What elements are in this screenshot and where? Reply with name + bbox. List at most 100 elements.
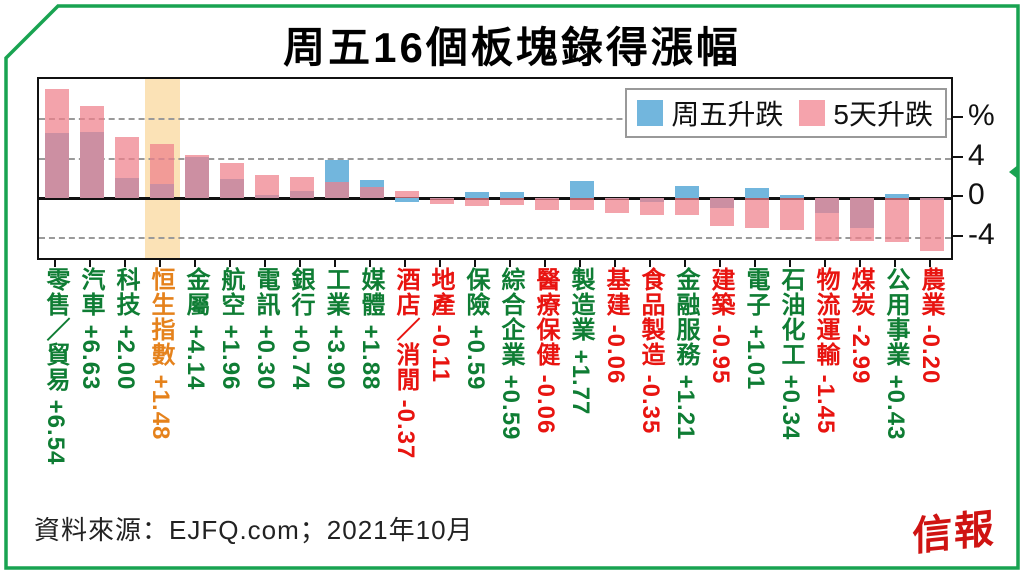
category-label: 建築 -0.95 xyxy=(707,267,734,385)
category-label: 酒店／消閒 -0.37 xyxy=(392,267,419,460)
x-axis-tick xyxy=(614,260,616,267)
category-label: 醫療保健 -0.06 xyxy=(532,267,559,435)
category-label: 金屬 +4.14 xyxy=(182,267,209,391)
x-axis-tick xyxy=(754,260,756,267)
bar-5day-汽車 xyxy=(80,105,104,199)
category-label: 銀行 +0.74 xyxy=(287,267,314,391)
x-axis-tick xyxy=(509,260,511,267)
x-axis-tick xyxy=(229,260,231,267)
category-label: 媒體 +1.88 xyxy=(357,267,384,391)
bar-5day-基建 xyxy=(605,198,629,214)
bar-5day-零售／貿易 xyxy=(45,88,69,199)
y-axis-label: -4 xyxy=(968,218,995,252)
bar-5day-銀行 xyxy=(290,177,314,199)
x-axis-tick xyxy=(894,260,896,267)
bar-5day-金屬 xyxy=(185,154,209,199)
category-label: 基建 -0.06 xyxy=(602,267,629,385)
bar-5day-酒店／消閒 xyxy=(395,190,419,199)
y-axis-label: % xyxy=(968,98,995,132)
chart-title: 周五16個板塊錄得漲幅 xyxy=(283,24,741,71)
x-axis-tick xyxy=(194,260,196,267)
category-label: 零售／貿易 +6.54 xyxy=(42,267,69,466)
x-axis-tick xyxy=(89,260,91,267)
category-label: 食品製造 -0.35 xyxy=(637,267,664,435)
friday-series-swatch-icon xyxy=(637,100,664,126)
x-axis-tick xyxy=(649,260,651,267)
bar-5day-恒生指數 xyxy=(150,143,174,199)
bar-5day-醫療保健 xyxy=(535,198,559,211)
x-axis-tick xyxy=(859,260,861,267)
x-axis-tick xyxy=(404,260,406,267)
x-axis-tick xyxy=(719,260,721,267)
bar-5day-航空 xyxy=(220,162,244,199)
bar-friday-製造業 xyxy=(570,180,594,199)
bar-friday-酒店／消閒 xyxy=(395,198,419,202)
bar-5day-煤炭 xyxy=(850,198,874,242)
y-axis-tick xyxy=(952,115,963,118)
category-label: 物流運輸 -1.45 xyxy=(812,267,839,435)
x-axis-tick xyxy=(334,260,336,267)
x-axis-tick xyxy=(439,260,441,267)
x-axis-tick xyxy=(124,260,126,267)
x-axis-tick xyxy=(684,260,686,267)
bar-5day-物流運輸 xyxy=(815,198,839,242)
bar-friday-電子 xyxy=(745,188,769,199)
bar-5day-石油化工 xyxy=(780,198,804,231)
category-label: 金融服務 +1.21 xyxy=(672,267,699,441)
bar-5day-綜合企業 xyxy=(500,198,524,206)
category-label: 製造業 +1.77 xyxy=(567,267,594,416)
plot-area: 周五升跌 5天升跌 xyxy=(37,77,953,260)
bar-5day-公用事業 xyxy=(885,198,909,243)
y-axis-tick xyxy=(952,235,963,238)
bar-5day-地產 xyxy=(430,198,454,204)
y-axis-tick xyxy=(952,195,963,198)
category-label: 恒生指數 +1.48 xyxy=(147,267,174,441)
y-axis-tick xyxy=(952,155,963,158)
category-label: 科技 +2.00 xyxy=(112,267,139,391)
bar-5day-工業 xyxy=(325,182,349,199)
frame-notch-arrow xyxy=(1009,165,1018,179)
bar-5day-保險 xyxy=(465,198,489,207)
category-label: 工業 +3.90 xyxy=(322,267,349,391)
x-axis-tick xyxy=(824,260,826,267)
category-label: 公用事業 +0.43 xyxy=(882,267,909,441)
bar-5day-電子 xyxy=(745,198,769,229)
x-axis-tick xyxy=(579,260,581,267)
bar-5day-媒體 xyxy=(360,187,384,199)
x-axis-tick xyxy=(929,260,931,267)
category-label: 保險 +0.59 xyxy=(462,267,489,391)
x-axis-tick xyxy=(369,260,371,267)
legend-label-friday: 周五升跌 xyxy=(671,99,784,130)
category-label: 地產 -0.11 xyxy=(427,267,454,384)
bar-5day-食品製造 xyxy=(640,198,664,216)
y-axis-label: 0 xyxy=(968,178,985,212)
legend-label-5day: 5天升跌 xyxy=(833,99,933,130)
y-axis-label: 4 xyxy=(968,138,985,172)
x-axis-tick xyxy=(789,260,791,267)
category-label: 電訊 +0.30 xyxy=(252,267,279,391)
legend-item-friday: 周五升跌 xyxy=(637,93,783,133)
category-label: 石油化工 +0.34 xyxy=(777,267,804,441)
hkej-logo: 信報 xyxy=(912,504,996,561)
x-axis-tick xyxy=(54,260,56,267)
category-label: 電子 +1.01 xyxy=(742,267,769,391)
legend-item-5day: 5天升跌 xyxy=(799,93,933,133)
chart-legend: 周五升跌 5天升跌 xyxy=(625,88,947,138)
x-axis-tick xyxy=(299,260,301,267)
x-axis-tick xyxy=(264,260,266,267)
x-axis-tick xyxy=(159,260,161,267)
category-label: 航空 +1.96 xyxy=(217,267,244,391)
fiveday-series-swatch-icon xyxy=(799,100,826,126)
gridline xyxy=(39,157,951,160)
bar-friday-金融服務 xyxy=(675,186,699,199)
bar-5day-農業 xyxy=(920,198,944,252)
bar-5day-金融服務 xyxy=(675,198,699,216)
bar-5day-科技 xyxy=(115,136,139,199)
x-axis-tick xyxy=(544,260,546,267)
bar-5day-電訊 xyxy=(255,175,279,199)
category-label: 汽車 +6.63 xyxy=(77,267,104,391)
source-note: 資料來源：EJFQ.com；2021年10月 xyxy=(34,515,474,545)
category-label: 綜合企業 +0.59 xyxy=(497,267,524,441)
x-axis-tick xyxy=(474,260,476,267)
